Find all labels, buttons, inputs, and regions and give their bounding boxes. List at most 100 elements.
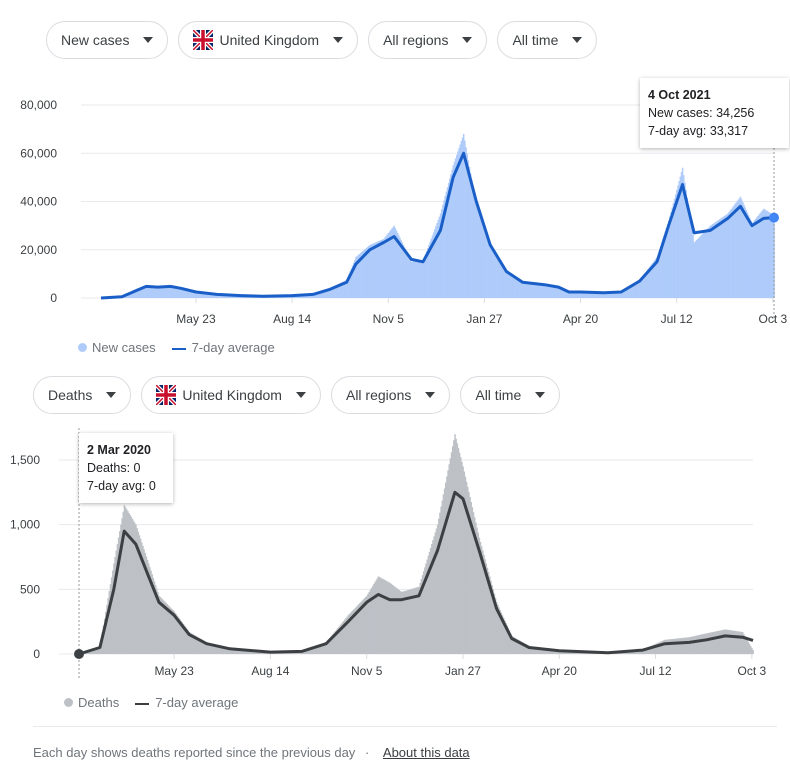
bar (410, 589, 412, 654)
metric-dropdown[interactable]: Deaths (33, 376, 132, 414)
time-range-dropdown[interactable]: All time (460, 376, 561, 414)
bar (728, 212, 730, 298)
bar (334, 285, 336, 298)
bar (394, 228, 397, 298)
bar (158, 595, 160, 654)
bar (323, 289, 326, 298)
bar (622, 290, 625, 298)
bar (397, 589, 399, 654)
bar (358, 253, 361, 298)
region-dropdown[interactable]: All regions (368, 21, 488, 59)
bar (504, 270, 507, 298)
bar (385, 235, 387, 298)
bar (447, 470, 449, 654)
bar (374, 582, 376, 654)
bar (152, 286, 155, 298)
bar (698, 237, 700, 298)
x-tick-label: Oct 3 (758, 312, 787, 326)
legend-7day: 7-day average (135, 695, 238, 710)
country-dropdown[interactable]: United Kingdom (141, 376, 321, 414)
country-dropdown[interactable]: United Kingdom (178, 21, 359, 59)
bar (716, 220, 719, 298)
metric-dropdown[interactable]: New cases (46, 21, 169, 59)
bar (519, 281, 522, 298)
tooltip-date: 4 Oct 2021 (648, 88, 711, 102)
bar (218, 294, 221, 298)
divider (33, 726, 777, 727)
bar (690, 636, 693, 654)
bar (385, 580, 388, 654)
about-data-link[interactable]: About this data (382, 745, 470, 760)
x-tick-label: Jul 12 (661, 312, 693, 326)
bar (714, 222, 716, 298)
bar (623, 289, 626, 298)
bar (326, 289, 328, 298)
y-tick-label: 0 (50, 291, 57, 305)
bar (544, 284, 546, 298)
bar (535, 284, 538, 298)
bar (725, 629, 728, 654)
bar (178, 287, 180, 298)
bar (399, 237, 401, 298)
new-cases-chart[interactable]: 0 20,000 40,000 60,000 80,000 May 23 Aug 14 Nov… (0, 80, 790, 330)
bar (354, 607, 356, 654)
bar (395, 587, 397, 654)
bar (757, 215, 759, 298)
bar (731, 630, 733, 654)
bar (532, 646, 534, 654)
time-range-dropdown[interactable]: All time (497, 21, 598, 59)
deaths-chart[interactable]: 0 500 1,000 1,500 May 23 Aug 14 Nov 5 Jan 27 Apr… (0, 428, 790, 688)
bar (417, 587, 419, 654)
bar (528, 646, 530, 654)
bar (745, 209, 748, 298)
bar (637, 280, 640, 298)
bar (244, 649, 246, 654)
bar (440, 506, 442, 654)
bar (457, 447, 460, 654)
bar (364, 248, 366, 298)
bar (552, 286, 554, 298)
bar (489, 576, 491, 654)
bar (678, 638, 680, 654)
bar (566, 290, 568, 298)
bar (735, 202, 737, 298)
bar (695, 240, 698, 298)
x-tick-label: Jul 12 (640, 664, 672, 678)
bar (145, 556, 148, 654)
bar (642, 275, 644, 298)
bar (537, 284, 539, 298)
bar (203, 640, 206, 654)
bar (706, 633, 708, 654)
bar (633, 283, 635, 298)
bar (167, 286, 170, 298)
bar (751, 648, 753, 654)
bar (418, 586, 420, 654)
bar (228, 647, 230, 654)
bar (704, 633, 707, 654)
bar (491, 250, 494, 298)
x-tick-label: Aug 14 (251, 664, 289, 678)
bar (715, 221, 717, 298)
bar (477, 532, 479, 654)
bar (339, 625, 341, 654)
bar (105, 611, 107, 654)
bar (160, 598, 163, 654)
bar (527, 645, 529, 654)
bar (224, 647, 227, 654)
bar (714, 631, 716, 654)
bar (685, 190, 687, 298)
bar (496, 258, 499, 298)
bar (247, 649, 250, 654)
bar (412, 261, 414, 298)
bar (720, 218, 722, 298)
bar (750, 646, 752, 654)
bar (340, 282, 342, 298)
bar (620, 291, 622, 298)
bar (409, 259, 412, 298)
bar (480, 219, 482, 298)
bar (139, 287, 142, 298)
bar (718, 630, 721, 654)
region-dropdown[interactable]: All regions (330, 376, 451, 414)
bar (115, 550, 118, 654)
time-range-label: All time (512, 32, 559, 48)
